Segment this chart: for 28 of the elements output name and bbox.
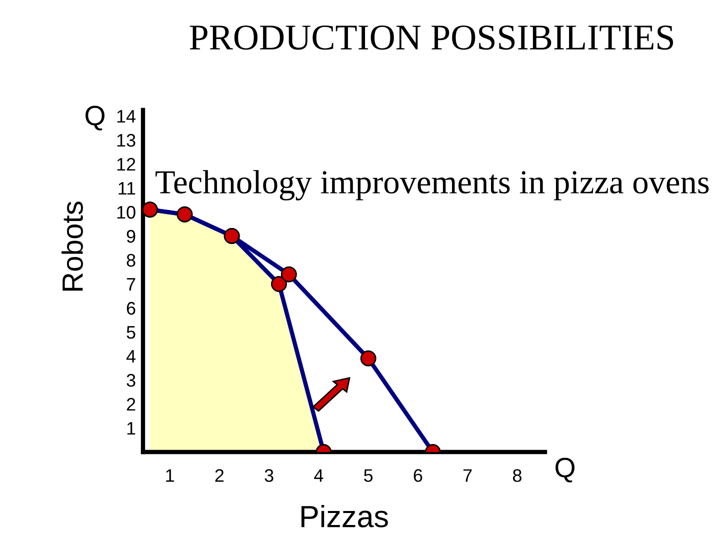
y-tick-label: 8 — [126, 254, 136, 267]
x-tick-label: 3 — [264, 469, 274, 482]
y-tick-label: 2 — [126, 398, 136, 411]
y-tick-label: 6 — [126, 302, 136, 315]
x-tick-label: 7 — [463, 469, 472, 482]
y-tick-label: 5 — [126, 326, 136, 339]
y-tick-label: 3 — [126, 374, 136, 387]
y-tick-label: 4 — [126, 350, 136, 363]
y-tick-label: 13 — [117, 134, 136, 147]
chart-title: PRODUCTION POSSIBILITIES — [190, 25, 674, 50]
x-tick-label: 6 — [414, 469, 422, 482]
y-tick-label: 10 — [117, 206, 136, 219]
y-tick-label: 14 — [117, 110, 136, 123]
y-tick-label: 11 — [118, 182, 136, 195]
y-tick-label: 1 — [127, 422, 136, 435]
x-tick-label: 1 — [166, 469, 174, 482]
y-axis-title: Robots — [62, 202, 83, 291]
annotation: Technology improvements in pizza ovens — [156, 170, 709, 200]
x-axis-title: Pizzas — [302, 504, 388, 528]
x-tick-label: 5 — [364, 469, 373, 482]
x-tick-label: 2 — [215, 469, 224, 482]
x-tick-label: 8 — [512, 469, 522, 482]
text: Q — [556, 458, 574, 482]
y-tick-label: 9 — [126, 230, 136, 243]
text: Q — [86, 106, 104, 130]
y-tick-label: 12 — [117, 158, 136, 171]
y-tick-label: 7 — [126, 278, 136, 291]
x-tick-label: 4 — [314, 469, 324, 482]
